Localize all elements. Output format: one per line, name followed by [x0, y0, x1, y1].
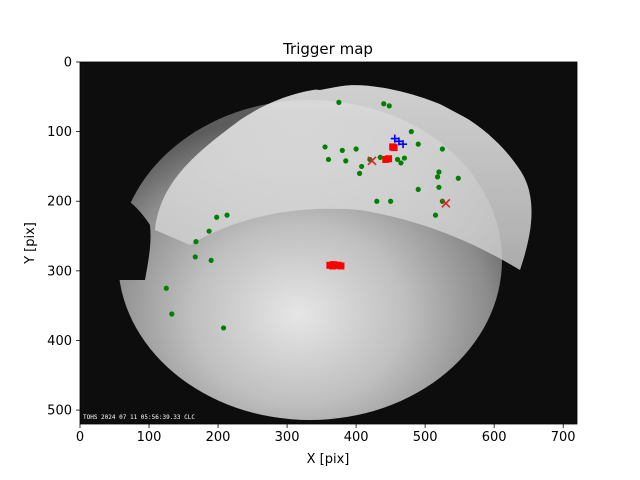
y-tick-label: 400 — [47, 334, 72, 349]
trigger-point-green — [394, 156, 401, 163]
right-edge — [515, 148, 577, 360]
trigger-point-green — [439, 146, 445, 152]
trigger-point-green — [359, 163, 365, 170]
y-axis-label: Y [pix] — [23, 222, 38, 265]
trigger-point-green — [339, 147, 345, 154]
cloud-layer — [155, 85, 532, 270]
trigger-point-green — [163, 285, 169, 291]
y-tick-label: 100 — [47, 125, 72, 140]
left-trees — [118, 195, 151, 280]
trigger-point-blue — [399, 140, 408, 149]
trigger-point-green — [388, 198, 394, 204]
trigger-point-green — [415, 141, 421, 147]
x-tick-label: 0 — [76, 430, 84, 445]
trigger-point-green — [374, 198, 380, 204]
image-timestamp: TOHS 2024 07 11 05:56:39.33 CLC — [83, 414, 195, 421]
trigger-point-green — [408, 129, 414, 135]
trigger-point-blue — [394, 137, 403, 146]
trigger-point-cross — [367, 156, 377, 166]
trigger-point-green — [353, 146, 359, 152]
trigger-point-blue — [390, 134, 399, 143]
x-tick-label: 700 — [551, 430, 576, 445]
trigger-point-cross — [441, 198, 451, 208]
trigger-point-green — [343, 158, 349, 164]
trigger-point-green — [377, 154, 383, 160]
trigger-point-green — [208, 257, 214, 264]
y-tick-label: 0 — [64, 56, 72, 71]
trigger-point-green — [206, 228, 212, 234]
trigger-point-green — [193, 239, 199, 245]
trigger-point-green — [214, 214, 220, 220]
trigger-point-green — [432, 212, 439, 218]
trigger-point-green — [224, 212, 230, 218]
x-axis: 0 100 200 300 400 500 600 700 — [76, 424, 576, 445]
y-axis: 0 100 200 300 400 500 — [47, 56, 80, 419]
trigger-point-green — [386, 103, 392, 109]
y-tick-label: 300 — [47, 264, 72, 279]
trigger-point-green — [415, 186, 421, 192]
sky-image: TOHS 2024 07 11 05:56:39.33 CLC — [80, 62, 577, 424]
trigger-point-green — [220, 325, 227, 331]
trigger-point-green — [436, 184, 442, 190]
y-tick-label: 200 — [47, 195, 72, 210]
x-tick-label: 500 — [413, 430, 438, 445]
y-tick-label: 500 — [47, 404, 72, 419]
x-tick-label: 200 — [206, 430, 231, 445]
trigger-point-green — [322, 144, 328, 150]
trigger-point-green — [356, 170, 363, 176]
plot-frame — [79, 61, 578, 425]
trigger-point-green — [401, 155, 408, 161]
x-tick-label: 600 — [482, 430, 507, 445]
x-tick-label: 400 — [344, 430, 369, 445]
trigger-point-green — [436, 169, 442, 175]
x-axis-label: X [pix] — [307, 452, 350, 467]
trigger-point-green — [192, 254, 198, 260]
data-markers — [163, 99, 461, 331]
trigger-point-red — [329, 261, 337, 269]
x-tick-label: 300 — [275, 430, 300, 445]
chart-title: Trigger map — [282, 40, 373, 58]
trigger-point-red — [337, 262, 345, 270]
trigger-point-green — [325, 156, 332, 163]
trigger-point-green — [381, 101, 387, 107]
trigger-point-green — [439, 198, 445, 204]
trigger-point-green — [169, 311, 175, 317]
trigger-point-red — [390, 144, 398, 152]
horizon-silhouette — [118, 62, 560, 200]
trigger-point-green — [336, 99, 342, 105]
trigger-point-green — [455, 175, 461, 181]
trigger-point-red — [385, 155, 393, 163]
trigger-point-green — [434, 174, 441, 180]
x-tick-label: 100 — [137, 430, 162, 445]
trigger-point-green — [398, 160, 404, 166]
